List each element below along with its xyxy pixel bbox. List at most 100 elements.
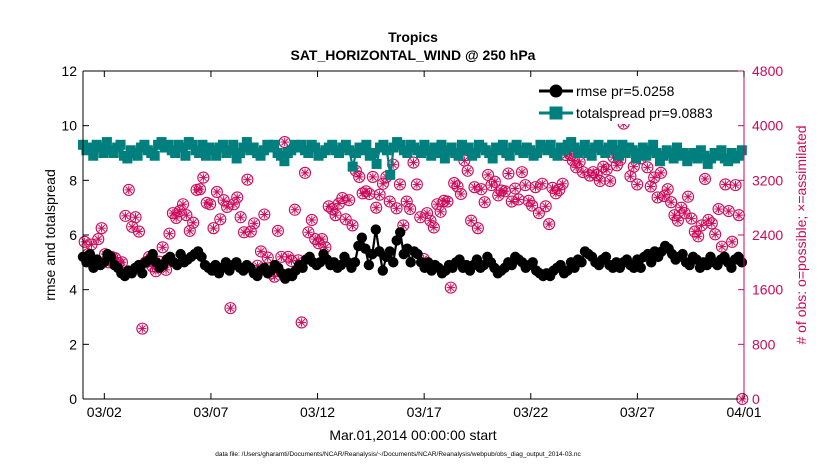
totalspread-marker <box>286 145 297 156</box>
totalspread-marker <box>699 150 710 161</box>
totalspread-marker <box>378 139 389 150</box>
obs-marker <box>227 198 240 211</box>
totalspread-marker <box>402 148 413 158</box>
obs-marker <box>468 181 481 194</box>
obs-marker <box>339 213 352 226</box>
tick-layer: 0 2 4 6 8 10 12 0 800 1600 2400 3200 4000 4800 03/02 03… <box>61 63 783 420</box>
totalspread-marker <box>689 148 700 158</box>
totalspread-marker <box>381 145 392 156</box>
rmse-marker <box>677 248 688 260</box>
obs-marker <box>465 214 478 227</box>
obs-marker <box>502 167 515 180</box>
rmse-marker <box>555 259 566 271</box>
totalspread-marker <box>665 148 676 158</box>
totalspread-marker <box>620 148 631 158</box>
obs-marker <box>661 183 674 196</box>
totalspread-marker <box>310 142 321 153</box>
totalspread-marker <box>224 145 235 156</box>
totalspread-marker <box>122 153 133 164</box>
obs-marker <box>207 222 220 235</box>
obs-marker <box>444 281 457 294</box>
obs-marker <box>288 203 301 216</box>
x-tick-label: 03/22 <box>513 404 548 420</box>
totalspread-marker <box>241 137 252 148</box>
rmse-marker <box>297 262 308 273</box>
rmse-marker <box>374 246 385 257</box>
totalspread-marker <box>579 139 590 150</box>
y-tick-label-left: 6 <box>69 227 77 243</box>
totalspread-marker <box>511 139 522 150</box>
totalspread-marker <box>139 139 150 150</box>
obs-marker <box>302 226 315 239</box>
totalspread-marker <box>357 145 368 156</box>
totalspread-marker <box>235 148 246 158</box>
obs-marker <box>631 178 644 191</box>
totalspread-marker <box>545 139 556 150</box>
obs-marker <box>92 233 105 246</box>
totalspread-marker <box>712 150 723 161</box>
totalspread-marker <box>197 139 208 150</box>
y-tick-label-left: 2 <box>69 336 77 352</box>
totalspread-marker <box>733 150 744 161</box>
totalspread-marker <box>494 145 505 156</box>
obs-marker <box>678 207 691 220</box>
y-tick-label-right: 3200 <box>752 172 783 188</box>
rmse-marker <box>736 257 748 268</box>
totalspread-marker <box>200 150 211 161</box>
chart-title-line-1: Tropics <box>388 29 438 45</box>
rmse-marker <box>175 248 186 260</box>
totalspread-marker <box>634 148 645 158</box>
y-tick-label-left: 0 <box>69 391 77 407</box>
totalspread-marker <box>631 153 642 164</box>
totalspread-marker <box>702 158 713 169</box>
obs-marker <box>682 190 695 203</box>
totalspread-marker <box>692 153 703 164</box>
totalspread-marker <box>706 153 717 164</box>
rmse-marker <box>471 254 483 265</box>
obs-marker <box>729 179 742 192</box>
totalspread-marker <box>504 150 515 161</box>
obs-marker <box>543 218 556 231</box>
totalspread-marker <box>576 145 587 156</box>
obs-marker <box>231 191 244 204</box>
y-tick-label-right: 4000 <box>752 118 783 134</box>
totalspread-marker <box>340 139 351 150</box>
totalspread-marker <box>419 139 430 150</box>
totalspread-marker <box>723 156 734 167</box>
obs-marker <box>336 192 349 205</box>
totalspread-marker <box>613 150 624 161</box>
rmse-marker <box>635 262 646 273</box>
obs-marker <box>254 245 268 258</box>
obs-marker <box>654 166 667 179</box>
x-axis-label: Mar.01,2014 00:00:00 start <box>329 427 496 443</box>
totalspread-marker <box>542 145 553 156</box>
totalspread-marker <box>415 148 426 158</box>
obs-marker <box>498 185 512 198</box>
rmse-marker <box>363 259 375 271</box>
obs-marker <box>532 207 545 220</box>
obs-marker <box>210 185 223 198</box>
totalspread-marker <box>303 148 314 158</box>
rmse-marker <box>147 248 158 260</box>
obs-marker <box>363 187 376 201</box>
totalspread-marker <box>569 142 580 153</box>
totalspread-marker <box>371 158 382 169</box>
obs-marker <box>258 208 271 221</box>
obs-marker <box>136 322 149 335</box>
totalspread-marker <box>347 161 358 172</box>
totalspread-marker <box>463 142 474 153</box>
obs-marker <box>719 178 732 191</box>
rmse-marker <box>684 259 695 271</box>
rmse-marker <box>356 232 368 243</box>
totalspread-marker <box>678 148 689 158</box>
data-file-footer: data file: /Users/gharamti/Documents/NCA… <box>215 451 581 458</box>
totalspread-marker <box>238 142 249 153</box>
obs-marker <box>556 177 569 190</box>
totalspread-marker <box>436 139 447 150</box>
totalspread-marker <box>351 148 362 158</box>
obs-marker <box>163 227 176 240</box>
totalspread-marker <box>228 139 239 150</box>
chart-title-line-2: SAT_HORIZONTAL_WIND @ 250 hPa <box>291 47 536 63</box>
rmse-marker <box>349 257 361 268</box>
obs-marker <box>176 198 190 211</box>
